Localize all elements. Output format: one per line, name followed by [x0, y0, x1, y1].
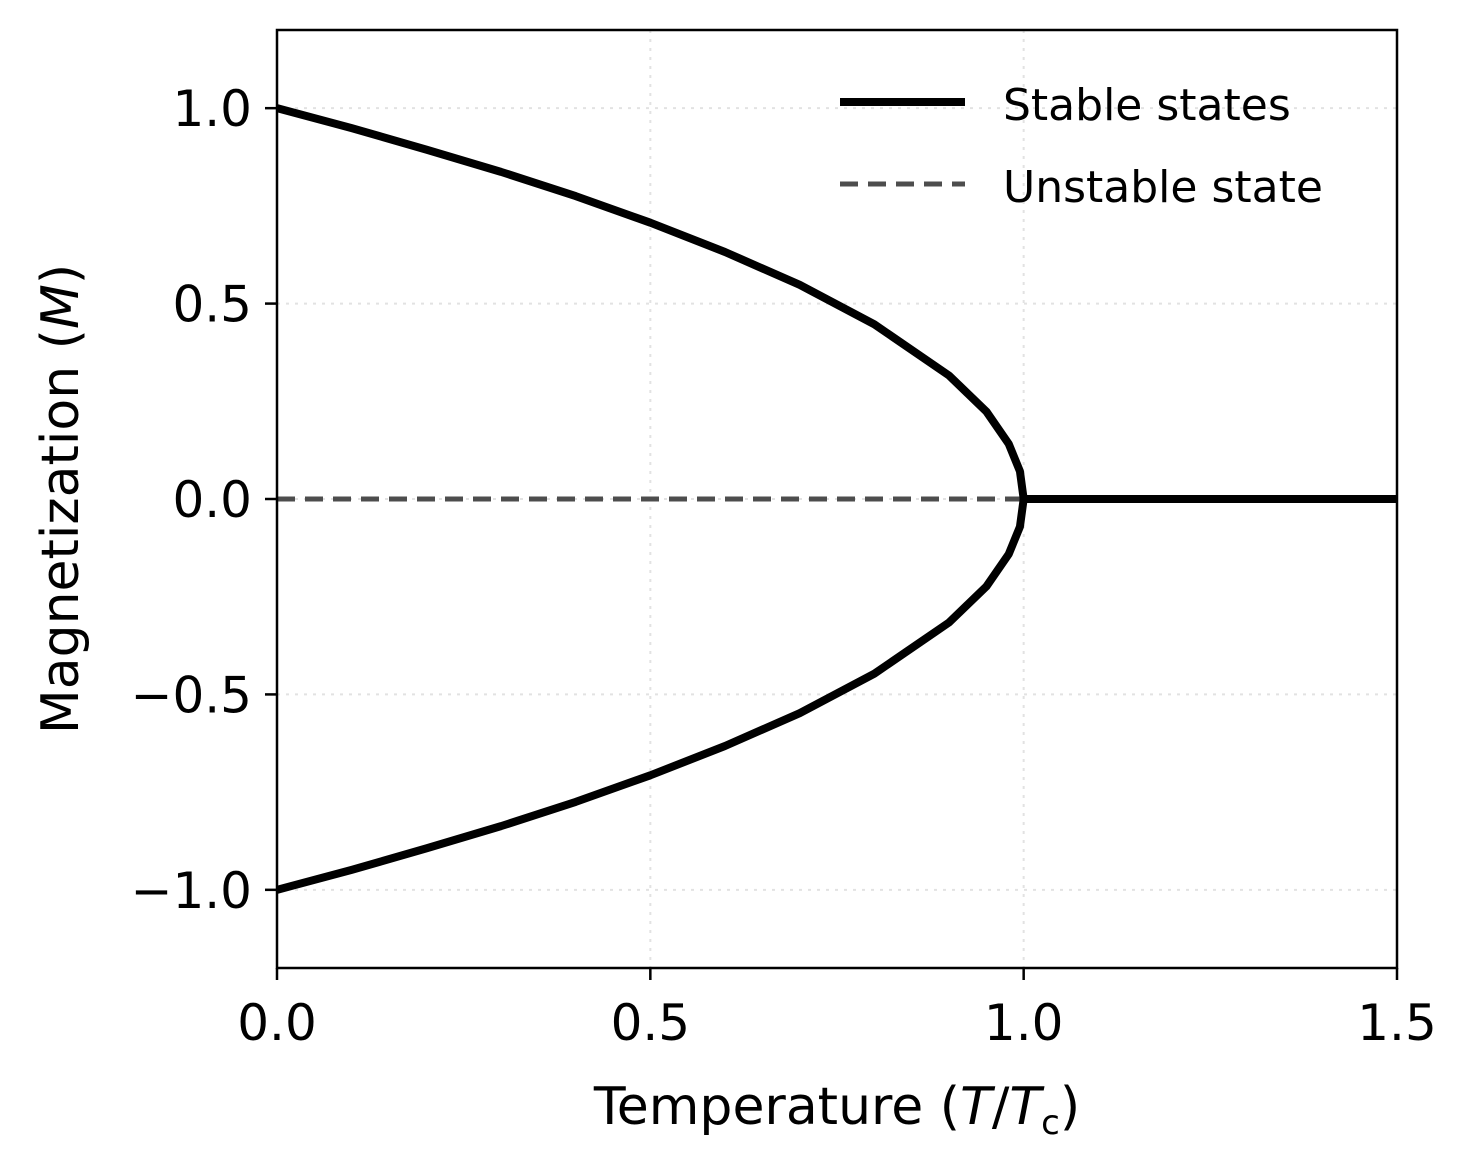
x-ticks: 0.0 0.5 1.0 1.5	[237, 968, 1437, 1052]
legend-label-stable: Stable states	[1003, 80, 1291, 131]
series-line-stable-0	[275, 104, 1028, 500]
y-tick-label: 1.0	[172, 80, 252, 138]
y-axis-label: Magnetization (M)	[31, 264, 91, 734]
x-tick-label: 1.0	[984, 994, 1064, 1052]
series-layer	[275, 104, 1397, 894]
y-tick-label: 0.5	[172, 276, 252, 334]
series-line-stable-1	[275, 498, 1028, 894]
y-ticks: 1.0 0.5 0.0 −0.5 −1.0	[131, 80, 277, 920]
y-tick-label: −1.0	[131, 862, 252, 920]
y-tick-label: 0.0	[172, 471, 252, 529]
x-axis-label: Temperature (T/Tc)	[593, 1077, 1080, 1143]
legend: Stable states Unstable state	[840, 80, 1323, 213]
x-tick-label: 0.5	[611, 994, 691, 1052]
x-tick-label: 0.0	[237, 994, 317, 1052]
x-tick-label: 1.5	[1357, 994, 1437, 1052]
legend-label-unstable: Unstable state	[1003, 162, 1323, 213]
y-tick-label: −0.5	[131, 666, 252, 724]
